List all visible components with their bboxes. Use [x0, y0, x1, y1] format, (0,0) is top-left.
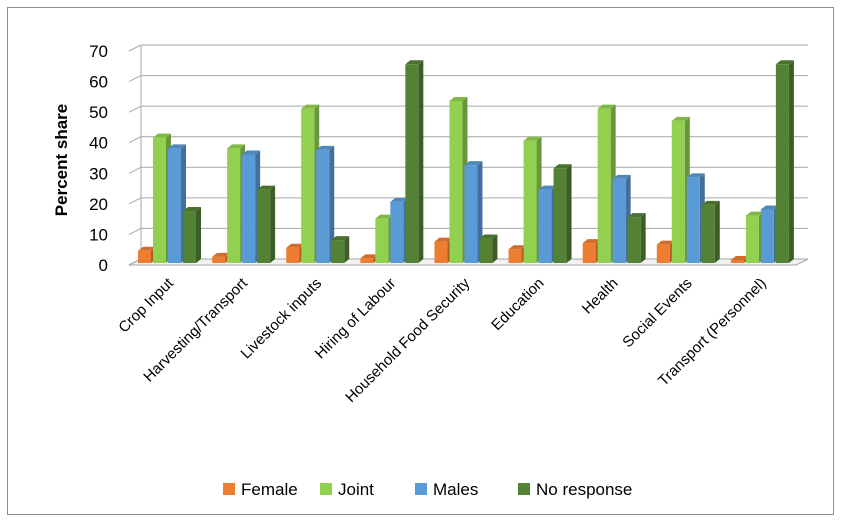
- y-tick-label: 40: [89, 134, 108, 153]
- legend-item-joint: Joint: [320, 480, 374, 499]
- gridline-depth: [128, 166, 142, 174]
- legend-swatch: [415, 483, 427, 495]
- x-tick-label: Crop Input: [115, 274, 177, 336]
- gridline-depth: [128, 44, 142, 52]
- gridline-depth: [128, 75, 142, 83]
- gridline-depth: [128, 197, 142, 205]
- y-tick-label: 70: [89, 42, 108, 61]
- x-tick-label: Health: [579, 275, 622, 318]
- y-axis-label: Percent share: [52, 104, 71, 216]
- y-tick-label: 60: [89, 73, 108, 92]
- bar-no-response: [183, 207, 201, 263]
- gridline-depth: [128, 227, 142, 235]
- legend-swatch: [320, 483, 332, 495]
- bar-no-response: [701, 200, 720, 263]
- x-tick-label: Social Events: [619, 275, 695, 351]
- y-tick-label: 30: [89, 164, 108, 183]
- legend-swatch: [223, 483, 235, 495]
- legend-label: No response: [536, 480, 632, 499]
- bar-males: [316, 145, 335, 263]
- x-tick-label: Education: [488, 275, 547, 334]
- y-tick-label: 0: [99, 256, 108, 275]
- gridline-depth: [128, 136, 142, 144]
- legend-item-males: Males: [415, 480, 478, 499]
- bar-no-response: [627, 213, 646, 263]
- x-tick-label: Household Food Security: [342, 274, 473, 405]
- bar-no-response: [331, 236, 350, 263]
- legend-label: Males: [433, 480, 478, 499]
- x-axis-ticks: Crop InputHarvesting/TransportLivestock …: [115, 274, 769, 406]
- bar-no-response: [405, 60, 424, 264]
- legend-item-no-response: No response: [518, 480, 632, 499]
- legend: Female Joint Males No response: [223, 480, 632, 499]
- y-tick-label: 20: [89, 195, 108, 214]
- y-tick-label: 10: [89, 225, 108, 244]
- bar-males: [242, 150, 261, 263]
- legend-label: Joint: [338, 480, 374, 499]
- bar-no-response: [479, 234, 498, 263]
- bar-no-response: [257, 185, 276, 263]
- bars: [138, 60, 794, 264]
- bar-no-response: [553, 164, 572, 263]
- y-axis-ticks: 0 10 20 30 40 50 60 70: [89, 42, 108, 275]
- y-tick-label: 50: [89, 103, 108, 122]
- legend-label: Female: [241, 480, 298, 499]
- legend-swatch: [518, 483, 530, 495]
- gridline-depth: [128, 105, 142, 113]
- legend-item-female: Female: [223, 480, 298, 499]
- bar-no-response: [775, 60, 794, 264]
